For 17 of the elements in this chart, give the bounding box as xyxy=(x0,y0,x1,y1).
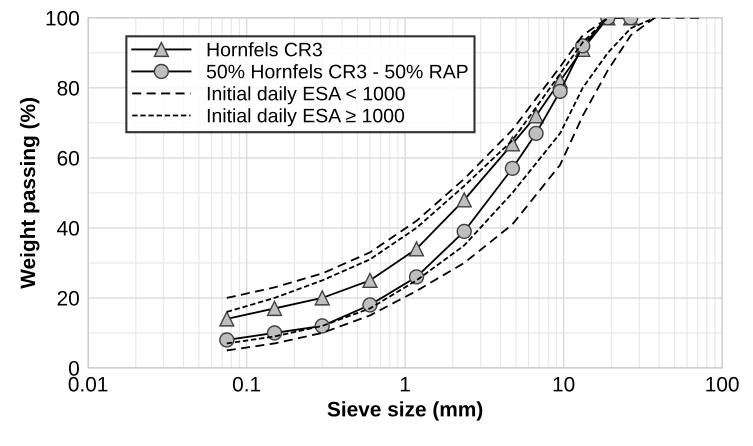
legend-label: Initial daily ESA < 1000 xyxy=(208,86,405,104)
legend-label: 50% Hornfels CR3 - 50% RAP xyxy=(206,64,468,78)
y-axis-title: Weight passing (%) xyxy=(20,98,40,289)
y-tick-label: 100 xyxy=(46,10,79,26)
y-tick-label: 40 xyxy=(57,220,79,236)
x-tick-label: 0.1 xyxy=(232,376,260,392)
y-tick-label: 80 xyxy=(58,80,79,96)
y-tick-label: 0 xyxy=(68,360,79,376)
x-tick-label: 100 xyxy=(706,376,739,392)
x-tick-label: 10 xyxy=(554,376,574,392)
x-tick-label: 0.01 xyxy=(68,376,108,392)
y-tick-label: 20 xyxy=(58,290,79,306)
y-tick-label: 60 xyxy=(58,150,79,166)
legend-label: Initial daily ESA ≥ 1000 xyxy=(208,108,404,126)
x-tick-label: 1 xyxy=(400,377,410,392)
x-axis-title: Sieve size (mm) xyxy=(328,401,482,421)
legend-label: Hornfels CR3 xyxy=(208,42,322,56)
